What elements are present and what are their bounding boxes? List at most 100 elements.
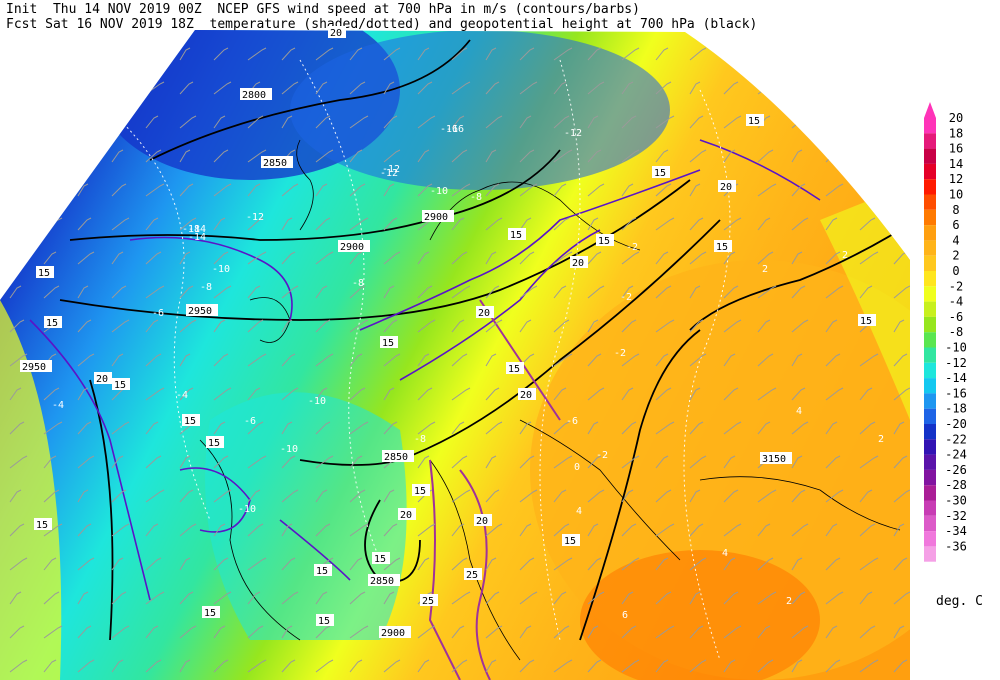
wind-barb bbox=[825, 183, 844, 197]
wind-barb bbox=[587, 421, 599, 435]
wind-barb bbox=[77, 353, 95, 367]
wind-barb bbox=[723, 421, 742, 435]
wind-barb bbox=[519, 625, 532, 639]
wind-barb bbox=[893, 523, 905, 537]
wind-barb bbox=[757, 523, 771, 537]
wind-barb bbox=[179, 659, 191, 673]
temperature-label: 2 bbox=[842, 250, 848, 261]
wind-barb bbox=[417, 149, 430, 163]
wind-label: 15 bbox=[46, 318, 58, 329]
wind-barb bbox=[383, 353, 401, 367]
colorbar-tick-label: -22 bbox=[945, 432, 967, 446]
wind-barb bbox=[77, 285, 89, 299]
colorbar-tick-label: 8 bbox=[952, 203, 959, 217]
wind-barb bbox=[77, 387, 89, 401]
wind-label: 15 bbox=[598, 236, 610, 247]
wind-barb bbox=[247, 455, 267, 469]
wind-barb bbox=[417, 115, 436, 129]
wind-barb bbox=[893, 421, 905, 435]
wind-barb bbox=[451, 523, 465, 537]
temperature-label: 0 bbox=[574, 462, 580, 473]
wind-barb bbox=[315, 285, 328, 299]
label-background bbox=[596, 234, 614, 246]
wind-barb bbox=[519, 217, 532, 231]
wind-barb bbox=[689, 659, 707, 673]
temperature-label: -8 bbox=[414, 434, 426, 445]
wind-barb bbox=[77, 251, 95, 265]
wind-barb bbox=[213, 285, 232, 299]
colorbar-swatch bbox=[924, 332, 936, 348]
temperature-label: -2 bbox=[626, 242, 638, 253]
wind-barb bbox=[791, 319, 809, 333]
wind-label: 15 bbox=[382, 338, 394, 349]
colorbar-swatch bbox=[924, 546, 936, 562]
wind-barb bbox=[43, 251, 57, 265]
temperature-label: -2 bbox=[620, 292, 632, 303]
wind-label: 15 bbox=[36, 520, 48, 531]
wind-barb bbox=[791, 149, 803, 163]
colorbar-tick-label: -2 bbox=[949, 279, 963, 293]
wind-barb bbox=[9, 557, 28, 571]
wind-barb bbox=[485, 81, 500, 95]
wind-barb bbox=[145, 625, 159, 639]
colorbar-tick-label: 12 bbox=[949, 172, 963, 186]
wind-barb bbox=[111, 421, 130, 435]
wind-barb bbox=[553, 625, 570, 639]
wind-barb bbox=[723, 251, 736, 265]
wind-barb bbox=[281, 251, 296, 265]
wind-barb bbox=[417, 387, 433, 401]
label-background bbox=[314, 564, 332, 576]
wind-barb bbox=[451, 81, 471, 95]
wind-barb bbox=[689, 591, 701, 605]
wind-barb bbox=[553, 183, 567, 197]
wind-barb bbox=[485, 353, 497, 367]
colorbar-tick-label: -8 bbox=[949, 325, 963, 339]
wind-barb bbox=[145, 353, 162, 367]
wind-barb bbox=[315, 455, 334, 469]
wind-barb bbox=[9, 47, 28, 61]
wind-barb bbox=[689, 353, 707, 367]
wind-barb bbox=[519, 455, 535, 469]
wind-barb bbox=[825, 591, 844, 605]
temperature-isotherms bbox=[119, 59, 731, 661]
wind-barb bbox=[383, 217, 398, 231]
wind-barb bbox=[179, 591, 194, 605]
wind-barb bbox=[179, 625, 197, 639]
wind-barb bbox=[723, 149, 736, 163]
wind-barb bbox=[349, 353, 363, 367]
wind-label: 15 bbox=[654, 168, 666, 179]
wind-barb bbox=[349, 81, 366, 95]
wind-barb bbox=[417, 421, 436, 435]
wind-label: 15 bbox=[716, 242, 728, 253]
temperature-label: 4 bbox=[796, 406, 802, 417]
wind-barb bbox=[315, 489, 328, 503]
wind-barb bbox=[553, 47, 573, 61]
wind-barb bbox=[621, 319, 637, 333]
wind-barb bbox=[111, 285, 127, 299]
temperature-label: -14 bbox=[188, 232, 206, 243]
colorbar-tick-label: -14 bbox=[945, 371, 967, 385]
wind-barb bbox=[349, 47, 363, 61]
label-background bbox=[202, 606, 220, 618]
wind-barb bbox=[553, 421, 570, 435]
temperature-label: -12 bbox=[382, 164, 400, 175]
wind-barb bbox=[825, 659, 841, 673]
wind-barb bbox=[9, 421, 25, 435]
wind-barb bbox=[451, 251, 468, 265]
wind-barb bbox=[859, 659, 879, 673]
wind-barb bbox=[859, 81, 873, 95]
wind-barb bbox=[349, 251, 363, 265]
height-contours bbox=[59, 39, 901, 641]
wind-barb bbox=[757, 47, 774, 61]
label-background bbox=[328, 26, 346, 38]
wind-barb bbox=[791, 115, 809, 129]
wind-barb bbox=[111, 149, 124, 163]
colorbar-swatch bbox=[924, 362, 936, 379]
wind-barb bbox=[111, 183, 127, 197]
wind-barb bbox=[485, 217, 503, 231]
wind-barb bbox=[315, 523, 331, 537]
wind-barb bbox=[757, 387, 777, 401]
wind-barb bbox=[43, 591, 60, 605]
wind-barb bbox=[825, 251, 841, 265]
wind-barb bbox=[417, 81, 433, 95]
